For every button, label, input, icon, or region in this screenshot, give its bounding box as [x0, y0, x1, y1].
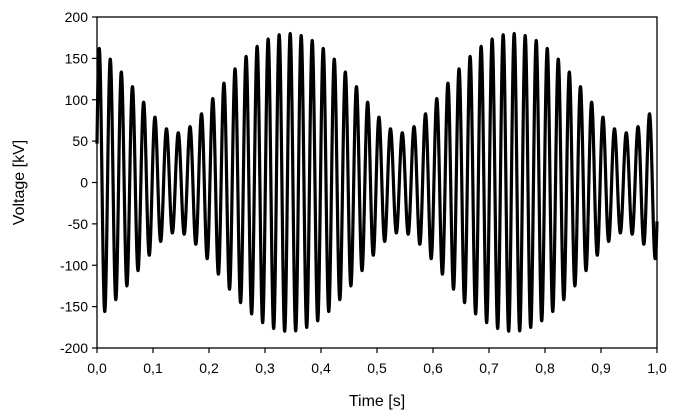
- plot-frame: [96, 16, 658, 349]
- x-tick-label: 1,0: [647, 360, 667, 376]
- y-tick-label: -100: [60, 257, 88, 273]
- y-tick-label: -150: [60, 299, 88, 315]
- x-tick-label: 0,1: [143, 360, 163, 376]
- y-tick-label: -200: [60, 340, 88, 356]
- x-tick-label: 0,2: [199, 360, 219, 376]
- y-tick-label: 150: [65, 50, 89, 66]
- series-layer: [95, 31, 659, 333]
- x-tick-label: 0,6: [423, 360, 443, 376]
- y-axis-ticks: 200 150 100 50 0 -50 -100 -150 -200: [60, 9, 97, 356]
- y-tick-label: 200: [65, 9, 89, 25]
- x-tick-label: 0,7: [479, 360, 499, 376]
- y-tick-label: 50: [72, 133, 88, 149]
- voltage-series-line: [95, 31, 659, 333]
- x-axis-title: Time [s]: [349, 393, 405, 410]
- y-tick-label: -50: [68, 216, 88, 232]
- x-tick-label: 0,3: [255, 360, 275, 376]
- x-tick-label: 0,5: [367, 360, 387, 376]
- x-tick-label: 0,9: [591, 360, 611, 376]
- y-tick-label: 0: [80, 175, 88, 191]
- x-tick-label: 0,0: [87, 360, 107, 376]
- x-tick-label: 0,4: [311, 360, 331, 376]
- y-axis-title: Voltage [kV]: [11, 140, 28, 225]
- y-tick-label: 100: [65, 92, 89, 108]
- x-tick-label: 0,8: [535, 360, 555, 376]
- x-axis-ticks: 0,0 0,1 0,2 0,3 0,4 0,5 0,6 0,7 0,8 0,9 1,0: [87, 348, 667, 376]
